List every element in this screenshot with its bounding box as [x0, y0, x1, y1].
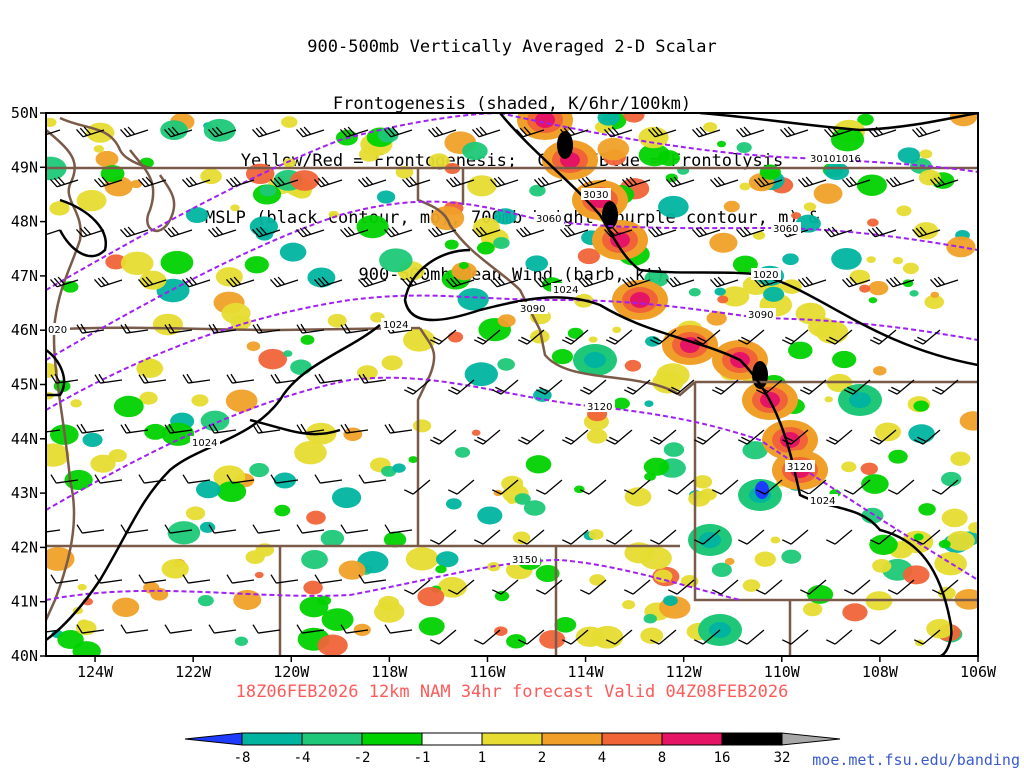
lon-label: 124W	[77, 663, 114, 681]
height-label-3030: 3030	[583, 190, 608, 201]
height-label-3090-b: 3090	[748, 310, 773, 321]
colorbar-label: 16	[714, 750, 731, 766]
wy-west	[693, 382, 978, 602]
colorbar-high-arrow	[781, 732, 841, 746]
msl-label-1016: 1016	[835, 154, 860, 165]
puget-sound	[129, 149, 176, 232]
credit-url[interactable]: moe.met.fsu.edu/banding	[812, 751, 1020, 768]
coastline	[46, 129, 82, 621]
height-label-3120-b: 3120	[787, 462, 812, 473]
msl-label-1024-c: 1024	[192, 438, 217, 449]
map-axes: 124W 122W 120W 118W 116W 114W 112W 110W 108W 106W…	[11, 104, 997, 681]
lat-label: 48N	[11, 213, 38, 231]
lon-label: 120W	[273, 663, 310, 681]
lon-label: 112W	[666, 663, 703, 681]
colorbar-low-arrow	[184, 732, 243, 746]
lon-label: 108W	[862, 663, 899, 681]
wa-or-border	[46, 326, 421, 332]
lat-label: 42N	[11, 538, 38, 556]
colorbar-segment	[301, 732, 363, 746]
or-id-border	[416, 327, 436, 546]
lon-label: 122W	[175, 663, 212, 681]
height-contours	[46, 113, 978, 601]
lat-label: 47N	[11, 267, 38, 285]
lat-label: 40N	[11, 647, 38, 665]
lat-label: 45N	[11, 376, 38, 394]
msl-label-1024-d: 1024	[810, 496, 835, 507]
colorbar-segment	[361, 732, 423, 746]
colorbar-segment	[721, 732, 783, 746]
vancouver-island	[59, 116, 151, 170]
colorbar: -8 -4 -2 -1 1 2 4 8 16 32	[184, 732, 841, 766]
msl-label-1020: 1020	[753, 270, 778, 281]
height-label-3060-a: 3060	[536, 214, 561, 225]
colorbar-label: 2	[538, 750, 546, 766]
lat-label: 46N	[11, 321, 38, 339]
svg-text:30101016: 30101016	[810, 154, 861, 165]
height-label-3150: 3150	[512, 555, 537, 566]
height-label-3060-b: 3060	[773, 224, 798, 235]
title-line-1: 900-500mb Vertically Averaged 2-D Scalar	[307, 37, 717, 57]
forecast-valid-line: 18Z06FEB2026 12km NAM 34hr forecast Vali…	[236, 682, 789, 702]
colorbar-segment	[541, 732, 603, 746]
contour-labels: 30101016 3030 3060 3060 1020 1024 3090 3…	[46, 152, 861, 566]
colorbar-label: 32	[774, 750, 791, 766]
wind-barbs	[46, 126, 959, 645]
height-label-3010: 3010	[810, 154, 835, 165]
colorbar-label: -8	[234, 750, 251, 766]
lat-label: 44N	[11, 430, 38, 448]
colorbar-label: -1	[414, 750, 431, 766]
colorbar-segment	[241, 732, 303, 746]
msl-label-1024-a: 1024	[553, 285, 578, 296]
colorbar-segment	[661, 732, 723, 746]
msl-label-020: 020	[48, 325, 67, 336]
colorbar-label: -4	[294, 750, 311, 766]
colorbar-segment	[601, 732, 663, 746]
height-label-3090-a: 3090	[520, 304, 545, 315]
msl-contours	[46, 113, 978, 656]
lat-label: 50N	[11, 104, 38, 122]
colorbar-label: 8	[658, 750, 666, 766]
msl-label-1024-b: 1024	[383, 320, 408, 331]
colorbar-label: 4	[598, 750, 606, 766]
lon-label: 106W	[960, 663, 997, 681]
colorbar-segment	[421, 732, 483, 746]
colorbar-label: -2	[354, 750, 371, 766]
lat-label: 43N	[11, 484, 38, 502]
title-line-2: Frontogenesis (shaded, K/6hr/100km)	[332, 94, 692, 114]
colorbar-segment	[481, 732, 543, 746]
lat-label: 41N	[11, 593, 38, 611]
colorbar-label: 1	[478, 750, 486, 766]
lon-label: 118W	[371, 663, 408, 681]
political-borders	[46, 116, 978, 656]
id-mt-border	[416, 168, 696, 397]
lon-label: 114W	[568, 663, 605, 681]
frontogenesis-shading	[46, 113, 978, 656]
height-label-3120-a: 3120	[587, 402, 612, 413]
lat-label: 49N	[11, 158, 38, 176]
lon-label: 110W	[764, 663, 801, 681]
lon-label: 116W	[469, 663, 506, 681]
